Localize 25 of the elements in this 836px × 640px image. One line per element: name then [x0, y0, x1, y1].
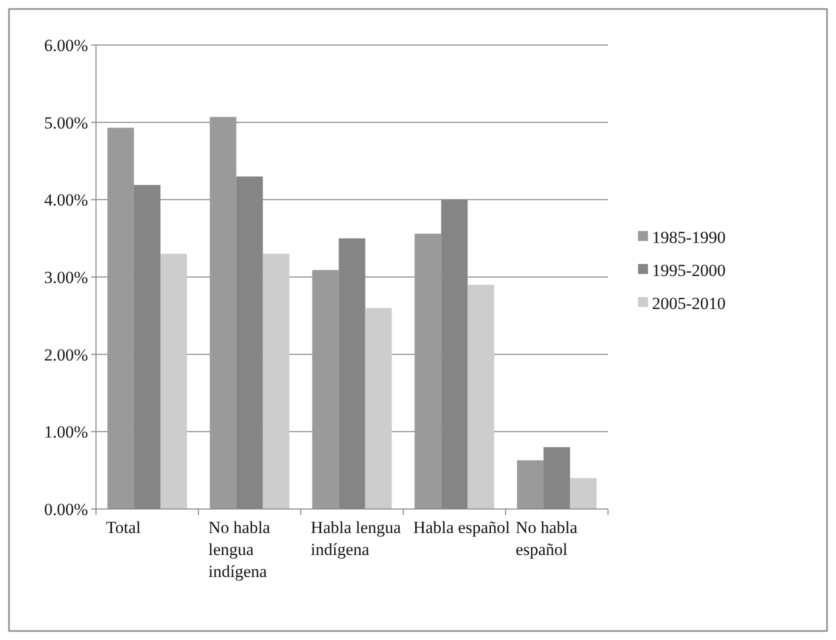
bar — [160, 254, 187, 509]
legend-label: 1995-2000 — [652, 260, 726, 280]
x-tick-label: Habla español — [413, 518, 510, 537]
legend-label: 2005-2010 — [652, 294, 726, 313]
y-tick-label: 4.00% — [44, 190, 88, 210]
y-tick-label: 5.00% — [44, 113, 88, 132]
bar — [468, 284, 494, 509]
bar — [365, 308, 392, 509]
y-tick-label: 6.00% — [44, 36, 88, 55]
y-tick-label: 0.00% — [44, 500, 88, 519]
bar — [570, 478, 597, 509]
y-tick-label: 1.00% — [44, 422, 88, 442]
x-tick-label: No habla lengua indígena — [208, 518, 271, 581]
x-tick-label: No habla español — [516, 518, 578, 559]
y-tick-label: 3.00% — [44, 268, 88, 287]
bar — [107, 128, 134, 509]
x-tick-label: Total — [106, 518, 141, 537]
bar — [517, 460, 544, 509]
x-tick-label: Habla lengua indígena — [310, 518, 402, 559]
bar — [262, 254, 290, 509]
legend-label: 1985-1990 — [652, 228, 726, 247]
bar — [414, 234, 442, 509]
y-tick-label: 2.00% — [44, 345, 88, 364]
bar — [210, 116, 236, 509]
bar — [312, 270, 339, 509]
